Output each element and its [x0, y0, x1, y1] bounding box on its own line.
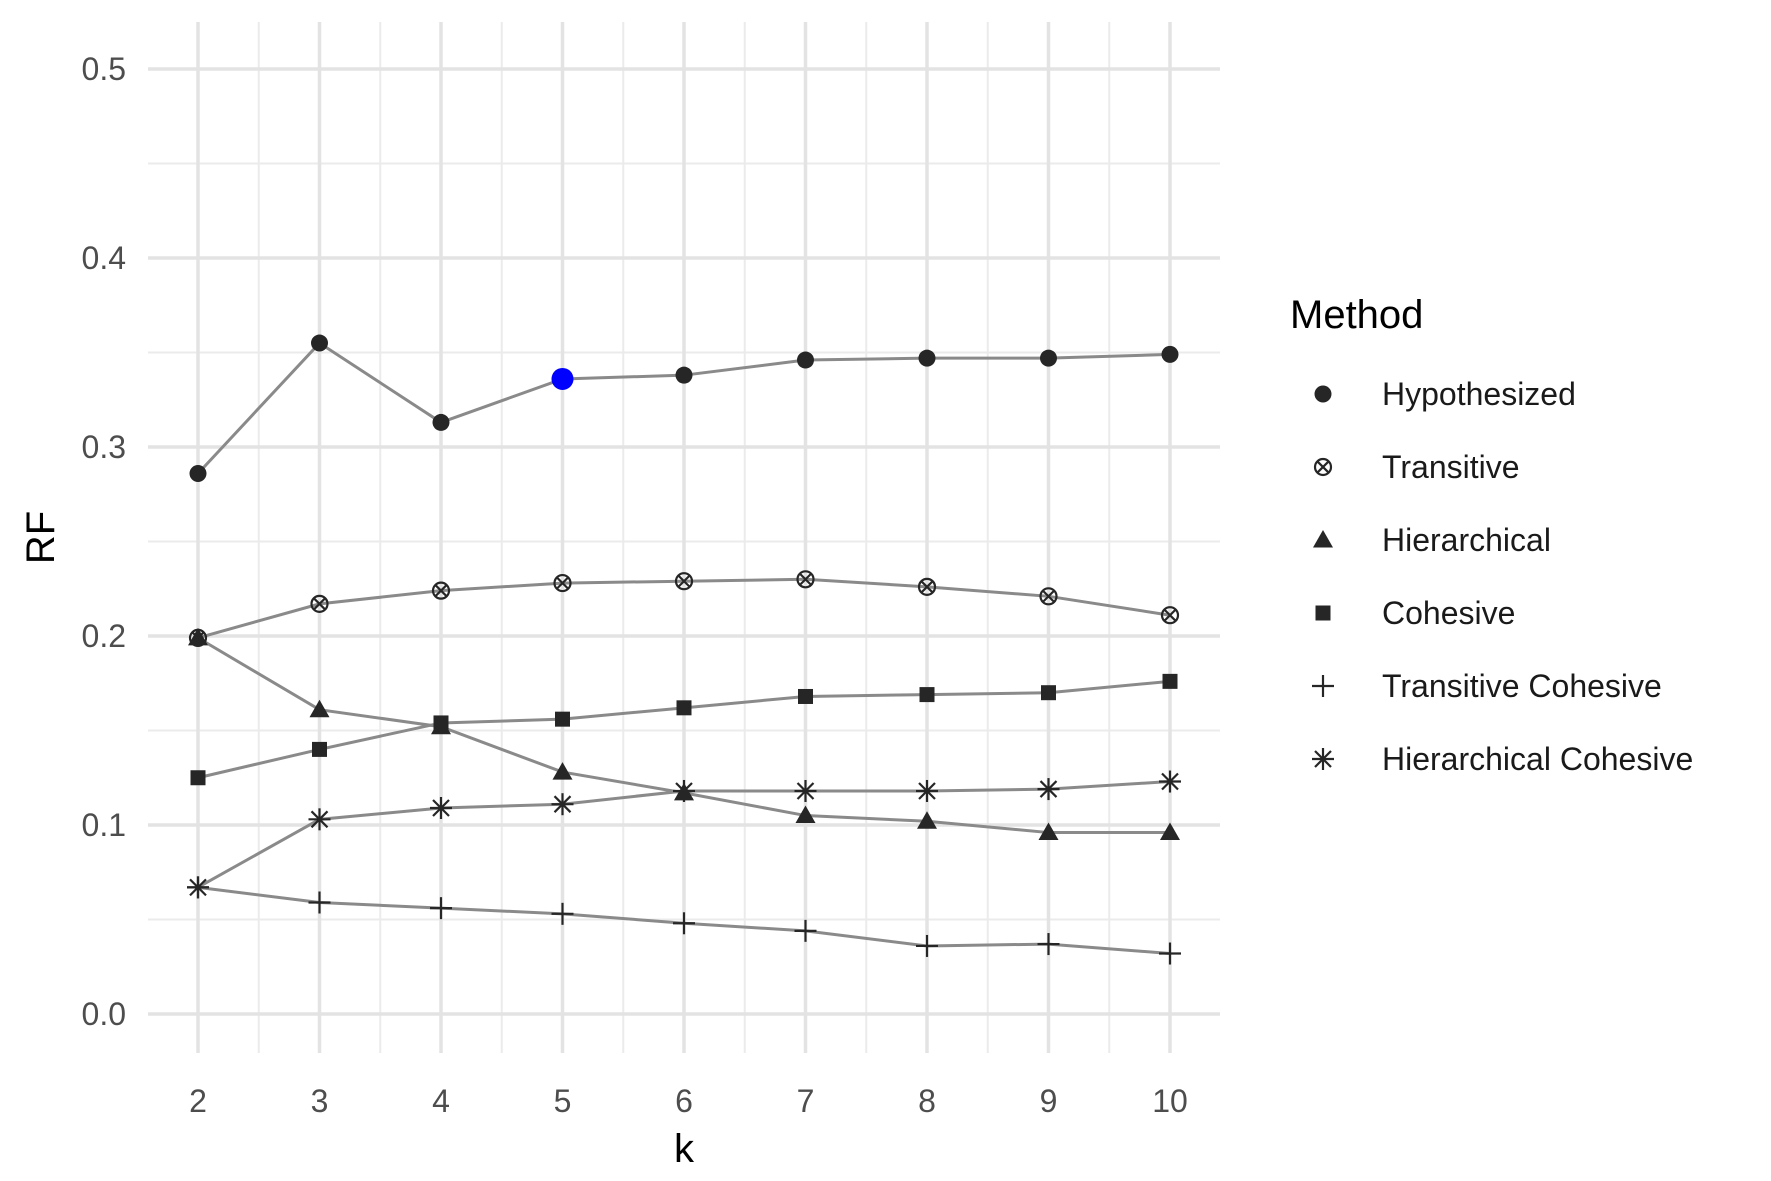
legend-label: Transitive Cohesive [1382, 668, 1662, 704]
data-point-transitive [917, 577, 937, 596]
data-point-transitive [310, 594, 329, 613]
data-point-cohesive [1162, 673, 1178, 689]
data-point-cohesive [555, 711, 570, 727]
data-point-hierarchical-cohesive [187, 876, 209, 899]
data-point-transitive-cohesive [673, 912, 695, 935]
data-point-transitive [1039, 587, 1058, 606]
data-point-cohesive [433, 715, 449, 731]
data-point-transitive [1160, 606, 1180, 625]
y-tick-label: 0.4 [82, 240, 126, 276]
data-point-hierarchical [188, 627, 208, 646]
legend-key-cohesive [1315, 605, 1331, 621]
data-point-hypothesized [918, 349, 936, 367]
legend-key-hypothesized [1314, 385, 1332, 403]
data-point-hierarchical-cohesive [794, 779, 817, 802]
data-point-hierarchical [917, 811, 937, 829]
data-point-cohesive [676, 700, 692, 716]
data-point-cohesive [312, 741, 327, 757]
data-point-hierarchical [1160, 822, 1180, 841]
data-point-transitive-cohesive [430, 897, 452, 920]
legend-label: Transitive [1382, 449, 1520, 485]
x-tick-label: 8 [918, 1083, 936, 1119]
legend-label: Hierarchical [1382, 522, 1551, 558]
data-point-hypothesized [432, 413, 450, 431]
data-point-cohesive [798, 688, 813, 704]
legend-label: Hierarchical Cohesive [1382, 741, 1693, 777]
data-point-hierarchical [309, 699, 330, 718]
data-point-hierarchical-cohesive [551, 793, 574, 816]
legend-label: Hypothesized [1382, 376, 1576, 412]
legend-label: Cohesive [1382, 595, 1515, 631]
x-tick-label: 6 [675, 1083, 693, 1119]
data-point-hypothesized [1040, 349, 1057, 367]
legend-key-hierarchical [1313, 530, 1333, 548]
data-point-hierarchical [795, 805, 816, 824]
data-point-hierarchical-cohesive [673, 779, 695, 802]
data-point-hierarchical-cohesive [430, 796, 452, 819]
legend-key-transitive-cohesive [1312, 675, 1334, 697]
series [187, 334, 1181, 965]
data-point-hypothesized [1161, 345, 1179, 363]
x-axis-title: k [674, 1127, 695, 1171]
legend-key-hierarchical-cohesive [1312, 748, 1334, 770]
data-point-hierarchical-cohesive [308, 808, 331, 831]
y-tick-label: 0.5 [82, 51, 126, 87]
data-point-transitive-cohesive [1037, 933, 1060, 956]
y-tick-label: 0.2 [82, 618, 126, 654]
legend: Method Hypothesized Transitive Hierarchica… [1290, 293, 1693, 777]
x-tick-label: 10 [1152, 1083, 1188, 1119]
data-point-transitive-cohesive [1159, 942, 1181, 965]
y-tick-label: 0.3 [82, 429, 126, 465]
data-point-transitive [553, 573, 572, 593]
data-point-transitive-cohesive [308, 891, 331, 914]
data-point-hierarchical-cohesive [1037, 778, 1060, 801]
data-point-hypothesized [675, 366, 693, 384]
legend-title: Method [1290, 293, 1423, 337]
data-point-hypothesized [797, 351, 814, 369]
x-tick-label: 9 [1040, 1083, 1058, 1119]
data-point-transitive-cohesive [916, 934, 938, 957]
grid [148, 22, 1220, 1053]
data-point-hierarchical [552, 762, 573, 780]
y-axis-title: RF [19, 511, 63, 564]
x-tick-label: 5 [554, 1083, 572, 1119]
highlighted-data-point [551, 367, 574, 390]
data-point-transitive-cohesive [551, 902, 574, 925]
data-point-transitive [674, 572, 694, 591]
x-tick-label: 4 [432, 1083, 450, 1119]
data-point-cohesive [919, 687, 935, 703]
data-point-hierarchical-cohesive [1159, 770, 1181, 793]
x-tick-label: 2 [189, 1083, 207, 1119]
x-tick-label: 3 [311, 1083, 329, 1119]
data-point-transitive-cohesive [794, 919, 817, 942]
data-point-hypothesized [311, 334, 328, 352]
data-point-hypothesized [189, 464, 207, 482]
data-point-hierarchical [1038, 822, 1059, 841]
data-point-cohesive [1041, 685, 1056, 701]
axes: k RF 2 3 4 5 6 7 8 9 10 0.0 0.1 0.2 0.3 0.4 0.5 [19, 51, 1188, 1171]
data-point-hierarchical-cohesive [916, 779, 938, 802]
legend-key-transitive [1313, 457, 1333, 477]
data-point-cohesive [190, 770, 206, 786]
y-tick-label: 0.1 [82, 807, 126, 843]
x-tick-label: 7 [797, 1083, 815, 1119]
data-point-transitive [796, 570, 815, 589]
data-point-transitive [431, 581, 451, 600]
y-tick-label: 0.0 [82, 996, 126, 1032]
